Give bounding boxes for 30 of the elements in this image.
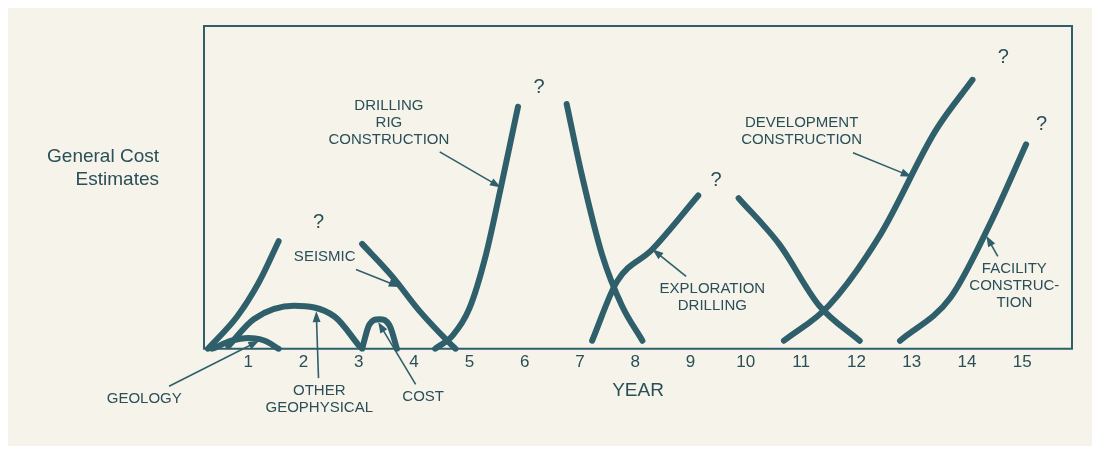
x-axis-title: YEAR: [612, 378, 664, 400]
x-tick-label: 6: [519, 351, 530, 371]
annotation: COST: [402, 387, 444, 405]
annotation: DRILLING RIG CONSTRUCTION: [328, 95, 450, 147]
x-tick-label: 10: [736, 351, 756, 371]
x-tick-label: 4: [409, 351, 419, 371]
annotation: GEOLOGY: [106, 388, 182, 406]
annotation: ?: [710, 167, 722, 190]
annotation: ?: [1036, 111, 1048, 134]
x-tick-label: 9: [685, 351, 696, 371]
x-tick-label: 5: [464, 351, 475, 371]
x-tick-label: 11: [792, 351, 810, 371]
y-axis-title: General Cost Estimates: [47, 144, 160, 189]
annotation: FACILITY CONSTRUC- TION: [969, 258, 1060, 310]
annotation: OTHER GEOPHYSICAL: [265, 380, 374, 415]
x-tick-label: 3: [354, 351, 364, 371]
x-tick-label: 14: [957, 351, 977, 371]
x-tick-label: 1: [243, 351, 253, 371]
x-tick-label: 13: [902, 351, 922, 371]
x-tick-label: 8: [630, 351, 640, 371]
x-tick-label: 12: [846, 351, 866, 371]
annotation: ?: [313, 210, 325, 233]
annotation: ?: [533, 74, 545, 97]
x-tick-label: 2: [298, 351, 309, 371]
x-tick-label: 7: [575, 351, 585, 371]
x-tick-label: 15: [1012, 351, 1032, 371]
annotation: SEISMIC: [293, 247, 356, 265]
annotation: DEVELOPMENT CONSTRUCTION: [741, 113, 863, 148]
text: ?: [997, 44, 1009, 67]
annotation: EXPLORATION DRILLING: [659, 278, 766, 313]
